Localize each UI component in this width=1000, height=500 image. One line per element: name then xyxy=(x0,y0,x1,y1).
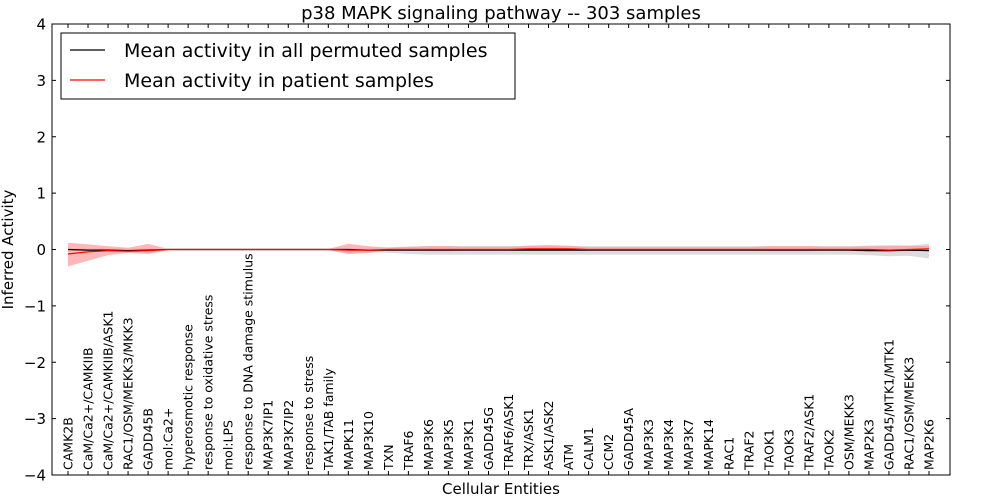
x-axis-label: Cellular Entities xyxy=(442,480,560,498)
x-tick-label: MAP3K7 xyxy=(681,419,696,470)
x-tick-label: response to DNA damage stimulus xyxy=(241,253,256,470)
x-tick-label: MAPK11 xyxy=(341,419,356,470)
x-tick-label: MAP3K7IP1 xyxy=(261,400,276,470)
x-tick-label: RAC1 xyxy=(721,437,736,470)
x-tick-label: ASK1/ASK2 xyxy=(541,401,556,470)
x-tick-label: MAP3K5 xyxy=(441,419,456,470)
x-tick-label: GADD45G xyxy=(481,407,496,470)
chart-title: p38 MAPK signaling pathway -- 303 sample… xyxy=(301,3,701,24)
y-tick-label: 0 xyxy=(36,241,46,259)
legend: Mean activity in all permuted samples Me… xyxy=(60,32,516,100)
x-tick-label: GADD45B xyxy=(141,408,156,470)
x-tick-label: CaM/Ca2+/CAMKIIB/ASK1 xyxy=(101,311,116,470)
x-axis: CAMK2B CaM/Ca2+/CAMKIIB CaM/Ca2+/CAMKIIB/A… xyxy=(61,24,937,475)
x-tick-label: mol:Ca2+ xyxy=(161,408,176,470)
x-tick-label: MAP3K1 xyxy=(461,419,476,470)
legend-label-permuted: Mean activity in all permuted samples xyxy=(124,40,487,62)
x-tick-label: MAP2K3 xyxy=(861,419,876,470)
x-tick-label: TRAF6 xyxy=(401,430,416,471)
x-tick-label: hyperosmotic response xyxy=(181,324,196,470)
series-lines xyxy=(67,248,930,255)
x-tick-label: TRX/ASK1 xyxy=(521,408,536,471)
x-tick-label: CAMK2B xyxy=(61,417,76,470)
x-tick-label: MAP3K4 xyxy=(661,419,676,470)
confidence-bands xyxy=(68,242,929,267)
x-tick-label: TAOK2 xyxy=(821,429,836,471)
x-tick-label: MAP3K7IP2 xyxy=(281,400,296,470)
series-line-patient xyxy=(67,248,930,255)
x-tick-label: TRAF2/ASK1 xyxy=(801,394,816,471)
x-tick-label: MAP3K3 xyxy=(641,419,656,470)
x-tick-label: MAP2K6 xyxy=(922,419,937,470)
y-tick-label: −4 xyxy=(24,467,46,485)
x-tick-label: MAP3K6 xyxy=(421,419,436,470)
x-tick-label: ATM xyxy=(561,444,576,470)
x-tick-label: CaM/Ca2+/CAMKIIB xyxy=(81,347,96,470)
y-axis: −4 −3 −2 −1 0 1 2 3 4 xyxy=(24,16,950,485)
x-tick-label: TAK1/TAB family xyxy=(321,367,336,471)
x-tick-label: MAP3K10 xyxy=(361,411,376,470)
y-tick-label: 3 xyxy=(36,72,46,90)
x-tick-label: response to stress xyxy=(301,356,316,470)
x-tick-label: TRAF6/ASK1 xyxy=(501,394,516,471)
legend-label-patient: Mean activity in patient samples xyxy=(124,70,434,92)
x-tick-label: mol:LPS xyxy=(221,420,236,470)
x-tick-label: TRAF2 xyxy=(741,430,756,471)
x-tick-label: response to oxidative stress xyxy=(201,295,216,470)
y-tick-label: 2 xyxy=(36,128,46,146)
x-tick-label: TAOK1 xyxy=(761,429,776,471)
x-tick-label: CALM1 xyxy=(581,427,596,470)
x-tick-label: RAC1/OSM/MEKK3/MKK3 xyxy=(121,317,136,470)
y-tick-label: 1 xyxy=(36,185,46,203)
legend-box xyxy=(60,32,516,100)
x-tick-label: TAOK3 xyxy=(781,429,796,471)
y-tick-label: −3 xyxy=(24,410,46,428)
x-tick-label: OSM/MEKK3 xyxy=(841,394,856,470)
x-tick-label: GADD45/MTK1/MTK1 xyxy=(882,339,897,470)
band-patient xyxy=(68,242,929,267)
x-tick-label: CCM2 xyxy=(601,434,616,470)
x-tick-label: GADD45A xyxy=(621,408,636,470)
x-tick-label: TXN xyxy=(381,444,396,471)
y-axis-label: Inferred Activity xyxy=(0,189,17,309)
y-tick-label: −2 xyxy=(24,354,46,372)
x-tick-label: MAPK14 xyxy=(701,419,716,470)
y-tick-label: −1 xyxy=(24,297,46,315)
y-tick-label: 4 xyxy=(36,16,46,34)
x-tick-label: RAC1/OSM/MEKK3 xyxy=(902,357,917,470)
